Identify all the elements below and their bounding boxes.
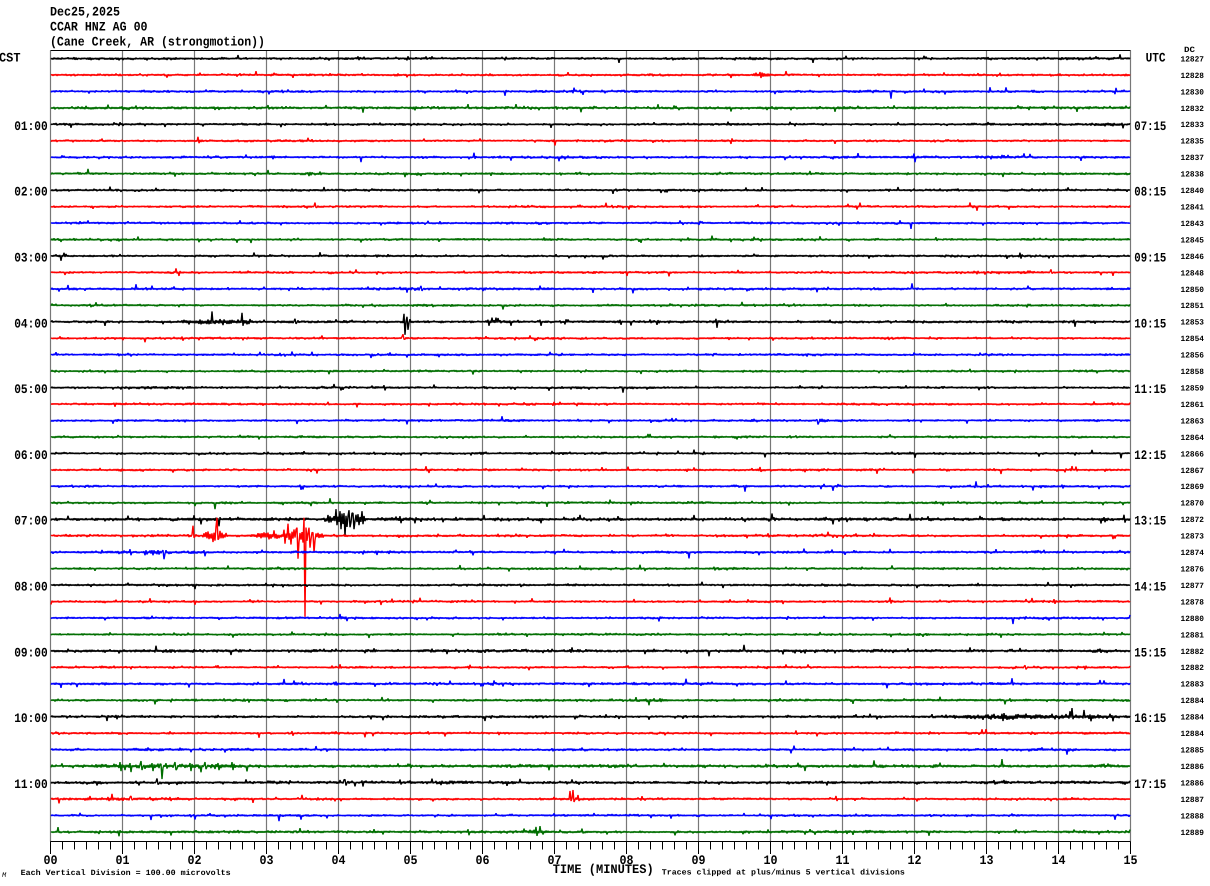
svg-text:12880: 12880 (1181, 615, 1205, 624)
svg-text:12841: 12841 (1181, 203, 1205, 212)
svg-text:13:15: 13:15 (1134, 514, 1166, 529)
svg-text:12883: 12883 (1181, 681, 1205, 690)
svg-text:11: 11 (836, 853, 850, 868)
svg-text:12888: 12888 (1181, 812, 1205, 821)
svg-text:07:15: 07:15 (1134, 119, 1166, 134)
svg-text:09:15: 09:15 (1134, 250, 1166, 265)
svg-text:12846: 12846 (1181, 253, 1205, 262)
svg-text:16:15: 16:15 (1134, 711, 1166, 726)
svg-text:CCAR HNZ AG 00: CCAR HNZ AG 00 (50, 20, 148, 35)
svg-text:12:15: 12:15 (1134, 448, 1166, 463)
svg-text:12873: 12873 (1181, 533, 1205, 542)
svg-text:08:00: 08:00 (14, 580, 48, 595)
svg-text:12882: 12882 (1181, 648, 1205, 657)
svg-text:01:00: 01:00 (14, 119, 48, 134)
svg-text:15:15: 15:15 (1134, 645, 1166, 660)
svg-text:12866: 12866 (1181, 450, 1205, 459)
svg-text:12881: 12881 (1181, 631, 1205, 640)
svg-text:12828: 12828 (1181, 72, 1205, 81)
svg-text:10: 10 (764, 853, 778, 868)
svg-text:11:00: 11:00 (14, 777, 48, 792)
svg-text:08:15: 08:15 (1134, 185, 1166, 200)
svg-text:12887: 12887 (1181, 796, 1205, 805)
svg-text:Dec25,2025: Dec25,2025 (50, 5, 120, 20)
svg-text:04:00: 04:00 (14, 316, 48, 331)
svg-text:03:00: 03:00 (14, 250, 48, 265)
svg-text:12869: 12869 (1181, 483, 1205, 492)
svg-text:01: 01 (116, 853, 130, 868)
svg-text:12833: 12833 (1181, 121, 1205, 130)
svg-text:12859: 12859 (1181, 385, 1205, 394)
svg-text:12840: 12840 (1181, 187, 1205, 196)
svg-text:07:00: 07:00 (14, 514, 48, 529)
svg-text:12874: 12874 (1181, 549, 1205, 558)
svg-text:12885: 12885 (1181, 747, 1205, 756)
svg-text:15: 15 (1124, 853, 1138, 868)
svg-text:09: 09 (692, 853, 706, 868)
svg-text:04: 04 (332, 853, 346, 868)
svg-text:UTC: UTC (1146, 51, 1166, 66)
svg-text:12878: 12878 (1181, 598, 1205, 607)
svg-text:12863: 12863 (1181, 417, 1205, 426)
svg-text:12835: 12835 (1181, 138, 1205, 147)
svg-text:06:00: 06:00 (14, 448, 48, 463)
svg-text:12830: 12830 (1181, 88, 1205, 97)
svg-text:12861: 12861 (1181, 401, 1205, 410)
svg-text:DC: DC (1184, 46, 1195, 55)
svg-text:TIME (MINUTES): TIME (MINUTES) (553, 862, 654, 877)
svg-text:00: 00 (44, 853, 58, 868)
svg-text:02: 02 (188, 853, 202, 868)
svg-text:12882: 12882 (1181, 664, 1205, 673)
svg-text:CST: CST (0, 51, 21, 66)
svg-text:M: M (2, 872, 7, 880)
svg-text:05: 05 (404, 853, 418, 868)
svg-text:(Cane Creek, AR (strongmotion): (Cane Creek, AR (strongmotion)) (50, 35, 265, 50)
svg-text:06: 06 (476, 853, 490, 868)
svg-text:12884: 12884 (1181, 697, 1205, 706)
svg-text:05:00: 05:00 (14, 382, 48, 397)
svg-text:14: 14 (1052, 853, 1066, 868)
svg-text:12853: 12853 (1181, 319, 1205, 328)
svg-text:09:00: 09:00 (14, 645, 48, 660)
svg-text:Each Vertical Division = 100.: Each Vertical Division = 100.00 microvol… (21, 869, 231, 878)
svg-text:02:00: 02:00 (14, 185, 48, 200)
svg-text:12843: 12843 (1181, 220, 1205, 229)
svg-text:11:15: 11:15 (1134, 382, 1166, 397)
svg-text:07: 07 (548, 853, 562, 868)
svg-text:12858: 12858 (1181, 368, 1205, 377)
svg-text:03: 03 (260, 853, 274, 868)
svg-text:12867: 12867 (1181, 467, 1205, 476)
svg-text:12850: 12850 (1181, 286, 1205, 295)
svg-text:12827: 12827 (1181, 55, 1205, 64)
svg-text:08: 08 (620, 853, 634, 868)
svg-text:10:00: 10:00 (14, 711, 48, 726)
svg-text:10:15: 10:15 (1134, 316, 1166, 331)
svg-text:12884: 12884 (1181, 730, 1205, 739)
svg-text:12877: 12877 (1181, 582, 1205, 591)
svg-text:12848: 12848 (1181, 269, 1205, 278)
svg-text:14:15: 14:15 (1134, 580, 1166, 595)
svg-text:13: 13 (980, 853, 994, 868)
svg-text:12838: 12838 (1181, 171, 1205, 180)
svg-text:12872: 12872 (1181, 516, 1205, 525)
svg-text:12851: 12851 (1181, 302, 1205, 311)
svg-text:12870: 12870 (1181, 500, 1205, 509)
svg-text:12884: 12884 (1181, 714, 1205, 723)
svg-text:12832: 12832 (1181, 105, 1205, 114)
svg-text:12876: 12876 (1181, 566, 1205, 575)
svg-text:12889: 12889 (1181, 829, 1205, 838)
svg-text:12864: 12864 (1181, 434, 1205, 443)
svg-text:12837: 12837 (1181, 154, 1205, 163)
svg-text:12886: 12886 (1181, 763, 1205, 772)
svg-text:17:15: 17:15 (1134, 777, 1166, 792)
svg-text:12886: 12886 (1181, 779, 1205, 788)
svg-text:12856: 12856 (1181, 352, 1205, 361)
svg-text:12845: 12845 (1181, 236, 1205, 245)
svg-text:12854: 12854 (1181, 335, 1205, 344)
svg-text:12: 12 (908, 853, 922, 868)
svg-text:Traces clipped at plus/minus 5: Traces clipped at plus/minus 5 vertical … (662, 869, 905, 878)
